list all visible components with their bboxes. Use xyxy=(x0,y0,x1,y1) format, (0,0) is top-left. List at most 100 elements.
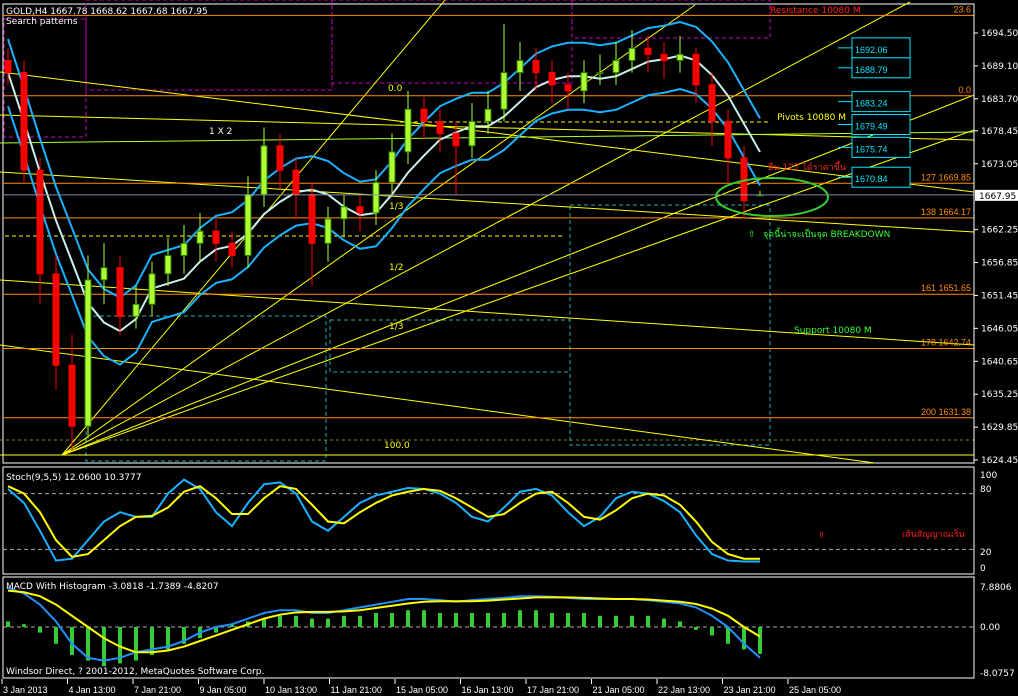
pivot-value: 1679.49 xyxy=(855,122,888,132)
candle-body xyxy=(356,206,364,214)
pattern-box xyxy=(329,319,571,373)
trendline xyxy=(0,71,975,193)
candle-body xyxy=(276,145,284,171)
macd-level: 0.00 xyxy=(980,623,1000,633)
candle-body xyxy=(116,267,124,317)
candle-body xyxy=(372,181,380,214)
macd-histogram-bar xyxy=(550,613,554,627)
time-tick-label: 15 Jan 05:00 xyxy=(396,685,448,695)
fan-label: 0.0 xyxy=(388,84,403,94)
breakdown-arrow-icon: ⇧ xyxy=(748,230,756,240)
fib-level-label: 23.6 xyxy=(953,4,971,14)
current-price-label: 1667.95 xyxy=(979,192,1016,202)
candle-body xyxy=(532,59,540,74)
symbol-info: GOLD,H4 1667.78 1668.62 1667.68 1667.95 xyxy=(6,7,208,17)
candle-body xyxy=(692,53,700,86)
candle-body xyxy=(180,242,188,257)
macd-histogram-bar xyxy=(70,627,74,655)
candle-body xyxy=(676,53,684,61)
stoch-level: 20 xyxy=(980,548,992,558)
price-tick-label: 1662.25 xyxy=(981,226,1018,236)
price-tick-label: 1651.45 xyxy=(981,291,1018,301)
fib-level-label: 138 1664.17 xyxy=(921,207,971,217)
upper-band xyxy=(7,20,761,299)
macd-signal-line xyxy=(7,589,761,654)
fan-label: 100.0 xyxy=(384,441,410,451)
fib-level-label: 127 1669.85 xyxy=(921,172,971,182)
macd-histogram-bar xyxy=(326,618,330,627)
up-arrow-icon: ⇧ xyxy=(818,531,826,541)
macd-histogram-bar xyxy=(726,627,730,644)
macd-histogram-bar xyxy=(406,610,410,627)
macd-histogram-bar xyxy=(102,627,106,667)
candle-body xyxy=(52,273,60,366)
pattern-box xyxy=(331,0,573,84)
price-tick-label: 1689.10 xyxy=(981,62,1018,72)
macd-histogram-bar xyxy=(230,624,234,627)
pivot-line xyxy=(0,131,975,144)
time-tick-label: 22 Jan 13:00 xyxy=(658,685,710,695)
trendline xyxy=(0,279,975,346)
macd-histogram-bar xyxy=(534,610,538,627)
thai-breakdown-note: จุดนี้น่าจะเป็นจุด BREAKDOWN xyxy=(763,227,890,240)
macd-histogram-bar xyxy=(342,615,346,627)
time-tick-label: 25 Jan 05:00 xyxy=(789,685,841,695)
time-tick-label: 23 Jan 21:00 xyxy=(724,685,776,695)
macd-histogram-bar xyxy=(694,627,698,630)
candle-body xyxy=(484,108,492,122)
stoch-signal-line xyxy=(7,485,760,560)
time-tick-label: 10 Jan 13:00 xyxy=(265,685,317,695)
copyright-text: Windsor Direct, ? 2001-2012, MetaQuotes … xyxy=(6,667,264,677)
macd-histogram-bar xyxy=(214,627,218,633)
pattern-box xyxy=(569,204,771,446)
resistance-label: Resistance 10080 M xyxy=(770,6,861,16)
stoch-level: 100 xyxy=(980,471,997,481)
macd-histogram-bar xyxy=(438,613,442,627)
candle-body xyxy=(404,108,412,153)
macd-histogram-bar xyxy=(150,627,154,655)
candle-body xyxy=(228,242,236,257)
pivot-value: 1683.24 xyxy=(855,99,888,109)
price-tick-label: 1640.65 xyxy=(981,357,1018,367)
candle-body xyxy=(324,218,332,244)
time-tick-label: 11 Jan 21:00 xyxy=(331,685,382,695)
price-tick-label: 1678.45 xyxy=(981,127,1018,137)
pivot-value: 1688.79 xyxy=(855,65,888,75)
time-tick-label: 17 Jan 21:00 xyxy=(527,685,579,695)
time-tick-label: 7 Jan 21:00 xyxy=(134,685,181,695)
fan-line xyxy=(61,4,696,456)
price-tick-label: 1629.85 xyxy=(981,423,1018,433)
macd-histogram-bar xyxy=(566,613,570,627)
trendline xyxy=(0,114,975,141)
trendline xyxy=(0,171,975,233)
middle-band xyxy=(7,54,761,333)
candle-body xyxy=(612,59,620,74)
macd-histogram-bar xyxy=(662,618,666,627)
candle-body xyxy=(548,72,556,86)
fan-label: 1/2 xyxy=(389,263,403,273)
highlight-ellipse xyxy=(715,177,829,217)
price-tick-label: 1646.05 xyxy=(981,324,1018,334)
candle-body xyxy=(436,120,444,135)
macd-histogram-bar xyxy=(758,627,762,654)
macd-histogram-bar xyxy=(54,627,58,644)
pattern-box xyxy=(85,0,333,91)
macd-histogram-bar xyxy=(390,613,394,627)
candle-body xyxy=(596,72,604,75)
indicator-label: Search patterns xyxy=(6,17,78,27)
ratio-label: 1 X 2 xyxy=(209,127,232,137)
lower-band xyxy=(7,88,761,366)
macd-histogram-bar xyxy=(646,615,650,627)
fan-line xyxy=(61,1,911,456)
time-tick-label: 9 Jan 05:00 xyxy=(200,685,247,695)
candle-body xyxy=(196,230,204,244)
macd-histogram-bar xyxy=(86,627,90,661)
pivot-box xyxy=(851,57,911,79)
macd-histogram-bar xyxy=(22,624,26,627)
macd-histogram-bar xyxy=(630,615,634,627)
drawing-objects xyxy=(0,0,975,464)
fan-line xyxy=(61,129,975,456)
macd-histogram-bar xyxy=(278,615,282,627)
candle-body xyxy=(84,279,92,427)
